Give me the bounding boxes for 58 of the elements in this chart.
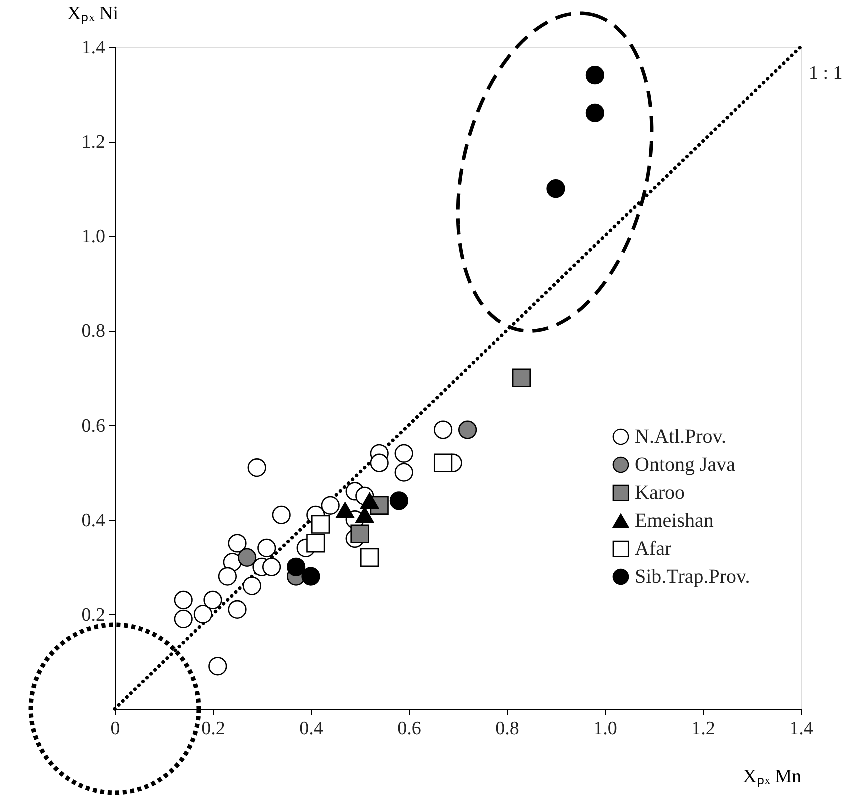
x-tick-label: 0.2 [202, 718, 226, 740]
x-tick-label: 0.4 [300, 718, 324, 740]
point [360, 492, 380, 510]
y-tick-label: 1.0 [82, 226, 106, 248]
point [546, 180, 566, 198]
point [204, 590, 222, 610]
point [586, 104, 605, 122]
legend-label: Karoo [635, 482, 685, 504]
y-tick-label: 0.6 [82, 416, 106, 437]
point [272, 506, 291, 524]
point [370, 454, 389, 472]
point [350, 524, 370, 544]
point [458, 420, 478, 440]
point [248, 458, 266, 478]
point [390, 492, 409, 510]
point [434, 454, 453, 472]
point [586, 66, 605, 85]
y-tick-label: 1.2 [82, 132, 106, 154]
y-tick-label: 0.2 [82, 604, 106, 626]
point [394, 463, 414, 482]
point [242, 576, 262, 596]
x-tick-label: 1.2 [692, 718, 716, 740]
point [258, 538, 276, 558]
point [194, 605, 213, 624]
point [306, 534, 326, 553]
y-tick-label: 1.4 [82, 38, 106, 58]
legend-label: Afar [635, 538, 672, 560]
x-tick-label: 0 [110, 718, 120, 740]
point [434, 420, 453, 440]
point [174, 610, 193, 628]
point [228, 600, 247, 619]
point [218, 567, 238, 586]
point [512, 368, 532, 388]
point [311, 515, 330, 534]
point [174, 590, 193, 610]
point [286, 558, 306, 576]
y-tick-label: 0.8 [82, 321, 106, 342]
point [394, 444, 414, 463]
point [302, 567, 320, 586]
point [321, 496, 340, 515]
x-axis-title: Xₚₓ Mn [743, 766, 802, 788]
x-tick-label: 1.4 [790, 718, 814, 740]
y-axis-title: Xₚₓ Ni [68, 4, 118, 24]
point [360, 548, 380, 567]
point [336, 502, 355, 519]
x-tick-label: 0.8 [496, 718, 520, 740]
legend-label: Ontong Java [635, 454, 736, 476]
point [208, 657, 228, 676]
x-tick-label: 1.0 [594, 718, 618, 740]
point [228, 534, 247, 553]
x-tick-label: 0.6 [398, 718, 422, 740]
legend-label: Sib.Trap.Prov. [635, 566, 750, 588]
point [238, 548, 257, 567]
legend-label: N.Atl.Prov. [635, 426, 726, 448]
legend-label: Emeishan [635, 510, 714, 532]
y-tick-label: 0.4 [82, 510, 106, 532]
point [262, 558, 282, 576]
series-label: 1 : 1 [809, 63, 843, 84]
